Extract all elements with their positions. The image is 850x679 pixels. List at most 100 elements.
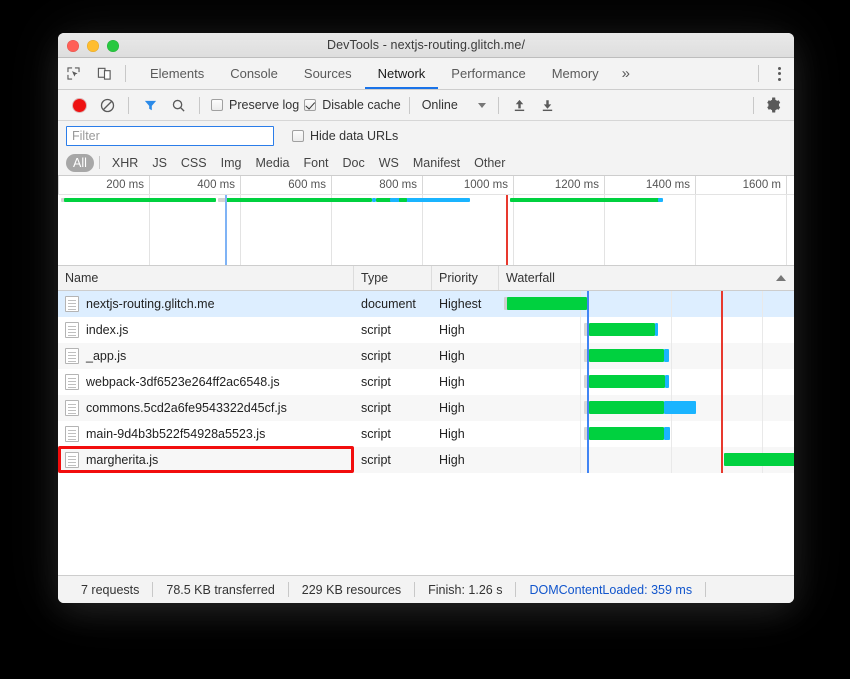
filter-placeholder: Filter (72, 128, 100, 143)
cell-priority: High (439, 349, 465, 363)
record-icon[interactable] (66, 92, 92, 118)
tab-label: Elements (150, 66, 205, 81)
filter-chip-css[interactable]: CSS (180, 155, 207, 170)
filter-input[interactable]: Filter (66, 125, 274, 146)
cell-type: document (361, 297, 416, 311)
waterfall-bar-content (664, 427, 670, 440)
cell-priority: High (439, 323, 465, 337)
status-requests: 7 requests (81, 582, 140, 597)
device-toolbar-icon[interactable] (89, 58, 120, 89)
requests-table: Name Type Priority Waterfall nextjs-rout… (58, 266, 794, 575)
preserve-log-checkbox[interactable]: Preserve log (211, 98, 299, 112)
sort-ascending-icon (776, 275, 786, 281)
kebab-menu-icon[interactable] (764, 58, 794, 89)
column-header-type[interactable]: Type (354, 266, 432, 290)
filter-chip-other[interactable]: Other (474, 155, 506, 170)
overview-request-bar (510, 198, 660, 202)
tab-console[interactable]: Console (217, 58, 291, 89)
waterfall-bar-queue (584, 323, 589, 336)
inspect-element-icon[interactable] (58, 58, 89, 89)
tab-elements[interactable]: Elements (137, 58, 217, 89)
script-file-icon (65, 348, 79, 364)
tick-label: 1200 ms (554, 179, 599, 191)
waterfall-bar-queue (584, 349, 589, 362)
dom-content-loaded-line (587, 343, 589, 369)
column-header-name[interactable]: Name (58, 266, 354, 290)
table-header-row: Name Type Priority Waterfall (58, 266, 794, 291)
filter-chip-xhr[interactable]: XHR (111, 155, 139, 170)
filter-chip-js[interactable]: JS (152, 155, 167, 170)
waterfall-bar-content (664, 349, 669, 362)
waterfall-bar-queue (584, 427, 589, 440)
table-row[interactable]: webpack-3df6523e264ff2ac6548.js script H… (58, 369, 794, 395)
more-tabs-button[interactable]: » (621, 65, 631, 82)
hide-data-urls-label: Hide data URLs (310, 128, 399, 143)
column-header-waterfall[interactable]: Waterfall (499, 266, 794, 290)
waterfall-bar-queue (504, 297, 508, 310)
dom-content-loaded-line (225, 195, 227, 265)
cell-priority: High (439, 375, 465, 389)
search-icon[interactable] (165, 92, 191, 118)
cell-name: webpack-3df6523e264ff2ac6548.js (58, 369, 354, 395)
filter-row: Filter Hide data URLs (58, 121, 794, 150)
filter-chip-manifest[interactable]: Manifest (412, 155, 461, 170)
gear-icon[interactable] (760, 92, 786, 118)
network-toolbar: Preserve log Disable cache Online (58, 90, 794, 121)
table-row[interactable]: margherita.js script High (58, 447, 794, 473)
filter-funnel-icon[interactable] (137, 92, 163, 118)
tab-performance[interactable]: Performance (438, 58, 538, 89)
status-dom-content-loaded: DOMContentLoaded: 359 ms (529, 582, 693, 597)
request-name: _app.js (86, 349, 127, 363)
disable-cache-checkbox[interactable]: Disable cache (304, 98, 401, 112)
tab-memory[interactable]: Memory (539, 58, 612, 89)
waterfall-bar-download (589, 375, 665, 388)
table-row[interactable]: main-9d4b3b522f54928a5523.js script High (58, 421, 794, 447)
cell-waterfall (499, 395, 794, 421)
cell-type: script (361, 427, 391, 441)
filter-chip-font[interactable]: Font (303, 155, 329, 170)
cell-type: script (361, 453, 391, 467)
request-name: webpack-3df6523e264ff2ac6548.js (86, 375, 280, 389)
hide-data-urls-checkbox[interactable]: Hide data URLs (292, 129, 398, 143)
minimize-window-button[interactable] (87, 40, 99, 52)
network-overview[interactable]: 200 ms 400 ms 600 ms 800 ms 1000 ms 1200… (58, 176, 794, 266)
tab-label: Sources (303, 66, 352, 81)
upload-har-icon[interactable] (507, 92, 533, 118)
filter-chip-media[interactable]: Media (255, 155, 290, 170)
filter-chip-ws[interactable]: WS (378, 155, 399, 170)
filter-chip-all[interactable]: All (66, 153, 94, 172)
zoom-window-button[interactable] (107, 40, 119, 52)
overview-request-bar (61, 198, 65, 202)
toolbar-divider (199, 96, 200, 114)
cell-name: commons.5cd2a6fe9543322d45cf.js (58, 395, 354, 421)
tab-network[interactable]: Network (364, 58, 439, 89)
tab-sources[interactable]: Sources (291, 58, 365, 89)
script-file-icon (65, 452, 79, 468)
load-event-line (721, 343, 723, 369)
table-row[interactable]: nextjs-routing.glitch.me document Highes… (58, 291, 794, 317)
table-row[interactable]: _app.js script High (58, 343, 794, 369)
overview-request-bar (658, 198, 663, 202)
request-name: main-9d4b3b522f54928a5523.js (86, 427, 266, 441)
filter-chip-img[interactable]: Img (220, 155, 242, 170)
panel-tabs: Elements Console Sources Network Perform… (137, 58, 640, 89)
throttling-select[interactable]: Online (418, 98, 490, 112)
cell-name: index.js (58, 317, 354, 343)
overview-request-bar (376, 198, 394, 202)
download-har-icon[interactable] (535, 92, 561, 118)
cell-name: margherita.js (58, 447, 354, 473)
waterfall-bar-download (589, 323, 655, 336)
resource-type-filters: All XHR JS CSS Img Media Font Doc WS Man… (58, 150, 794, 176)
table-row[interactable]: commons.5cd2a6fe9543322d45cf.js script H… (58, 395, 794, 421)
waterfall-bar-queue (584, 375, 589, 388)
column-header-priority[interactable]: Priority (432, 266, 499, 290)
title-bar: DevTools - nextjs-routing.glitch.me/ (58, 33, 794, 58)
dom-content-loaded-line (587, 291, 589, 317)
clear-icon[interactable] (94, 92, 120, 118)
filter-chip-doc[interactable]: Doc (342, 155, 365, 170)
tab-label: Memory (551, 66, 599, 81)
close-window-button[interactable] (67, 40, 79, 52)
cell-type: script (361, 323, 391, 337)
table-row[interactable]: index.js script High (58, 317, 794, 343)
